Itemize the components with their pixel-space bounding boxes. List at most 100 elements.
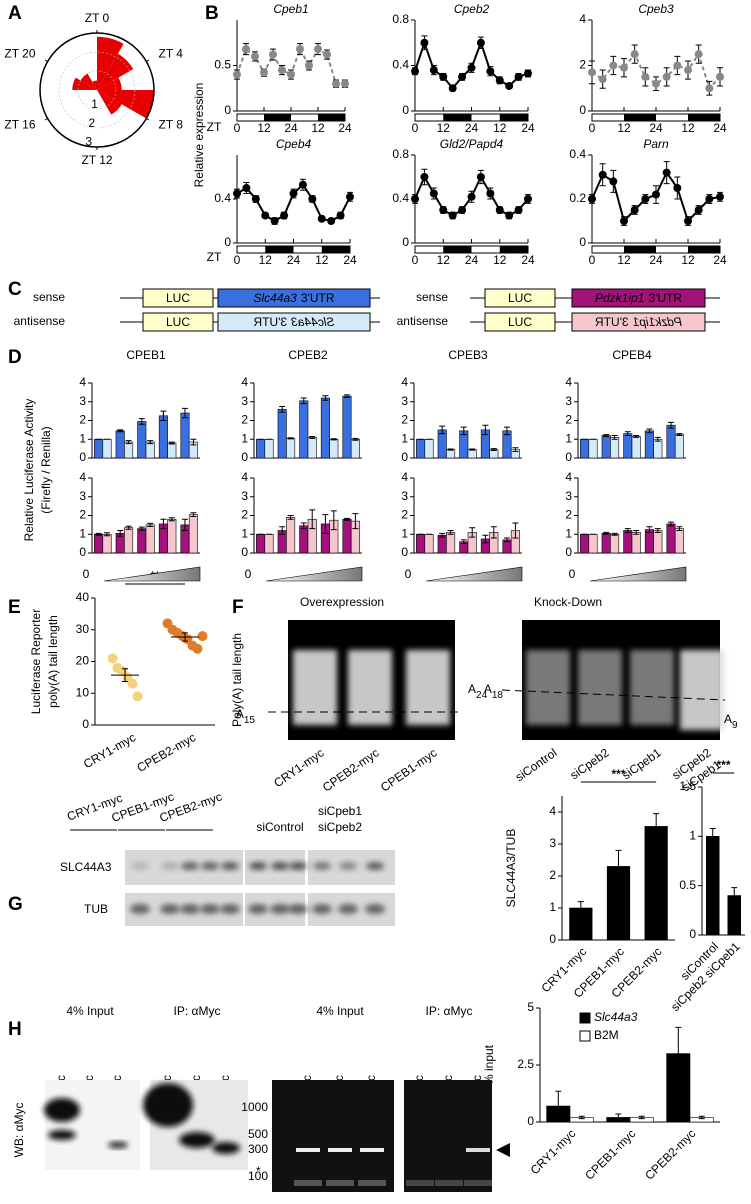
dose-triangle — [589, 566, 687, 582]
point — [327, 217, 336, 225]
point — [598, 75, 607, 84]
blot-band — [288, 904, 308, 914]
point — [620, 217, 628, 225]
point — [251, 52, 259, 61]
point — [716, 72, 724, 81]
panel-letter: G — [8, 894, 23, 915]
error-bar — [330, 510, 337, 531]
error-bar — [512, 447, 519, 452]
bar — [705, 836, 720, 936]
bar — [601, 435, 611, 459]
y-tick-label: 0 — [579, 103, 586, 117]
lane-label: siCpeb2 — [318, 820, 362, 834]
gel-smear — [526, 650, 570, 725]
angle-tick — [44, 118, 48, 121]
error-bar — [667, 421, 674, 429]
utr-text: 3'UTR — [648, 291, 682, 305]
point — [448, 84, 457, 93]
dark-phase — [499, 114, 528, 121]
point — [641, 195, 650, 203]
dark-phase — [624, 246, 656, 253]
y-tick-label: 3 — [241, 394, 248, 408]
error-bar — [190, 438, 197, 446]
blot-band — [312, 904, 332, 914]
y-tick-label: 0 — [79, 545, 86, 559]
blot-band — [366, 862, 384, 870]
error-bar — [624, 431, 631, 436]
luc-box — [142, 288, 214, 308]
blot-title: 4% Input — [66, 1004, 114, 1018]
bar — [446, 532, 456, 554]
blot-band — [131, 862, 149, 870]
marker-sub: 9 — [732, 720, 738, 731]
error-bar — [490, 526, 497, 539]
point — [458, 72, 467, 81]
point — [598, 170, 607, 179]
gel-band — [360, 1148, 384, 1152]
legend-swatch — [579, 1012, 591, 1024]
x-tick-label: 24 — [465, 121, 479, 135]
rose-sector — [97, 77, 122, 90]
x-tick-label: 0 — [589, 253, 596, 267]
blot-band — [161, 862, 179, 870]
y-tick-label: 2 — [79, 508, 86, 522]
x-tick-label: 24 — [521, 121, 535, 135]
blot-band — [48, 1130, 76, 1140]
bar — [264, 438, 274, 459]
bar — [329, 438, 339, 459]
row-label: SLC44A3 — [60, 860, 112, 874]
row-label: TUB — [84, 902, 108, 916]
y-axis-label: % input — [482, 1044, 496, 1085]
x-tick-label: 12 — [257, 121, 271, 135]
rose-sector — [97, 53, 134, 90]
blot-band — [130, 904, 150, 914]
bar — [350, 438, 360, 459]
error-bar — [646, 526, 653, 533]
bar — [588, 533, 598, 554]
panel-letter: B — [205, 3, 219, 24]
y-tick-label: 0.4 — [569, 147, 586, 161]
bar — [277, 408, 287, 459]
y-axis-label: Relative expression — [192, 83, 206, 188]
x-tick-label: 12 — [259, 253, 273, 267]
error-bar — [309, 435, 316, 439]
y-tick-label: 0 — [401, 450, 408, 464]
blot-band — [248, 904, 268, 914]
point — [458, 206, 467, 214]
bar — [167, 518, 177, 554]
blot-band — [200, 904, 220, 914]
point — [652, 79, 660, 88]
error-bar — [654, 436, 661, 442]
blot-band — [338, 904, 358, 914]
point — [323, 50, 331, 59]
bar — [623, 433, 633, 459]
point — [716, 192, 724, 201]
bar — [424, 438, 434, 459]
error-bar — [160, 518, 167, 530]
y-tick-label: 0 — [79, 450, 86, 464]
bar — [580, 533, 590, 554]
point — [486, 189, 495, 198]
y-tick-label: 5 — [527, 1000, 534, 1014]
gel-title: Overexpression — [300, 595, 384, 609]
bar — [286, 438, 296, 459]
wb-label: WB: αMyc — [12, 1103, 26, 1158]
error-bar — [160, 410, 167, 421]
error-bar — [615, 1113, 622, 1122]
point — [420, 173, 429, 181]
utr-label: Pdzk1ip1 3'UTR — [595, 315, 682, 329]
point — [270, 217, 279, 225]
error-bar — [182, 632, 188, 642]
utr-text: 3'UTR — [595, 315, 629, 329]
point — [278, 66, 286, 75]
error-bar — [439, 532, 446, 538]
blot-band — [160, 904, 180, 914]
ladder-label: 1000 — [241, 1100, 268, 1114]
point — [336, 211, 345, 220]
error-bar — [460, 426, 467, 436]
marker-base: A — [484, 682, 492, 696]
error-bar — [676, 433, 683, 436]
chart-title: Cpeb2 — [454, 2, 490, 16]
gel-band — [328, 1148, 352, 1152]
error-bar — [322, 395, 329, 401]
